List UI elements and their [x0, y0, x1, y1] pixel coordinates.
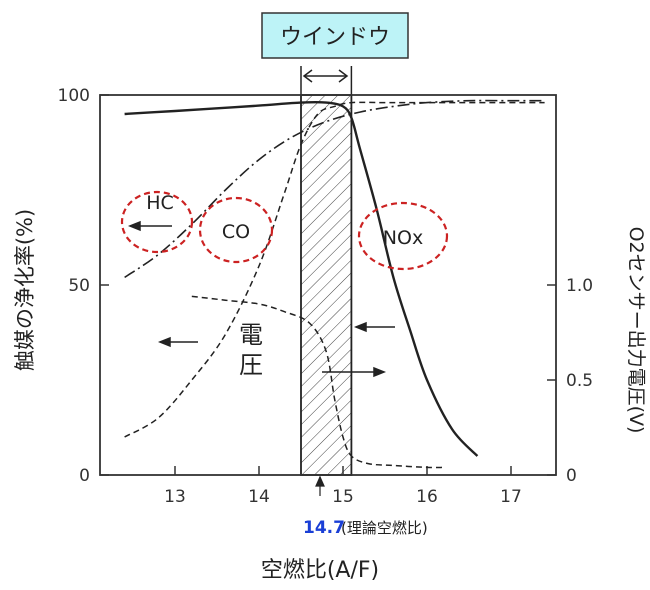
right-tick-label: 0.5 [566, 371, 593, 391]
x-tick-label: 15 [332, 487, 354, 507]
hc-label: HC [146, 192, 174, 214]
series-co-line [124, 101, 545, 438]
window-label-box [261, 12, 409, 59]
x-tick-label: 14 [248, 487, 270, 507]
right-tick-label: 0 [566, 466, 577, 486]
x-tick-label: 17 [500, 487, 522, 507]
left-tick-label: 100 [58, 86, 90, 106]
x-axis-title: 空燃比(A/F) [261, 558, 379, 583]
left-axis-title: 触媒の浄化率(%) [13, 209, 37, 371]
nox-highlight-ellipse [357, 201, 449, 271]
right-tick-label: 1.0 [566, 276, 593, 296]
co-label: CO [222, 221, 250, 243]
series-voltage-line [191, 295, 444, 469]
right-axis-ticks: 0 0.5 1.0 [547, 276, 593, 486]
window-region [300, 94, 353, 476]
stoich-label: (理論空燃比) [341, 519, 428, 537]
right-axis-title: O2センサー出力電圧(V) [625, 227, 647, 434]
co-highlight-ellipse [198, 196, 274, 264]
series-nox-line [124, 100, 479, 457]
window-label: ウインドウ [280, 25, 390, 50]
x-tick-label: 16 [416, 487, 438, 507]
direction-arrows [127, 220, 395, 378]
hc-highlight-ellipse [120, 190, 194, 254]
series-group [124, 99, 545, 469]
series-hc-line [124, 99, 545, 279]
x-axis-ticks: 13 14 15 16 17 [164, 466, 522, 507]
voltage-label: 電圧 [239, 321, 263, 379]
left-axis-ticks: 0 50 100 [58, 86, 109, 486]
left-tick-label: 0 [79, 466, 90, 486]
nox-label: NOx [383, 227, 423, 249]
x-tick-label: 13 [164, 487, 186, 507]
window-width-arrow [302, 69, 349, 83]
stoich-marker [315, 475, 325, 496]
stoich-value: 14.7 [303, 518, 345, 538]
left-tick-label: 50 [68, 276, 90, 296]
